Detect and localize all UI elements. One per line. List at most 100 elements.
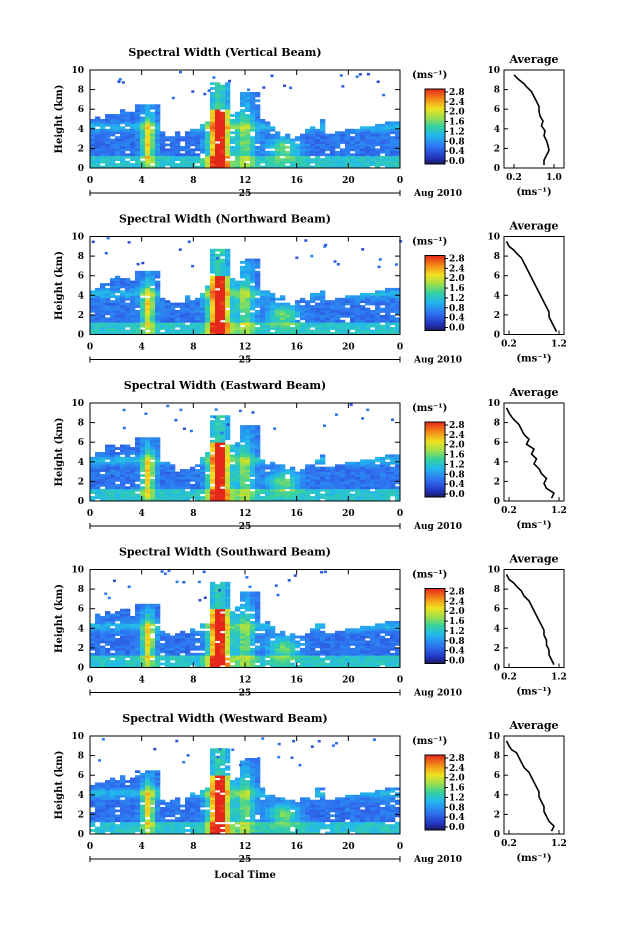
heatmap-cell	[130, 310, 136, 313]
heatmap-cell	[140, 119, 146, 122]
heatmap-cell	[220, 647, 226, 651]
heatmap-cell	[100, 138, 106, 142]
heatmap-cell	[360, 305, 366, 308]
heatmap-cell	[170, 471, 176, 475]
heatmap-cell	[350, 657, 356, 661]
heatmap-cell	[135, 643, 141, 646]
heatmap-cell	[145, 310, 151, 313]
heatmap-cell	[225, 643, 231, 646]
heatmap-cell	[220, 603, 226, 607]
heatmap-cell	[380, 329, 386, 333]
heatmap-cell	[115, 327, 121, 330]
heatmap-cell	[260, 640, 266, 644]
heatmap-cell	[180, 312, 186, 316]
heatmap-cell	[320, 635, 326, 639]
heatmap-cell	[220, 99, 226, 103]
heatmap-cell	[130, 633, 136, 636]
heatmap-cell	[265, 150, 271, 154]
heatmap-cell	[350, 655, 356, 659]
heatmap-cell	[220, 581, 226, 585]
heatmap-cell	[290, 319, 296, 323]
heatmap-cell	[385, 498, 391, 502]
heatmap-cell	[345, 665, 351, 668]
heatmap-cell	[180, 471, 186, 475]
heatmap-cell	[225, 425, 231, 428]
heatmap-cell	[210, 621, 216, 624]
heatmap-cell	[270, 153, 276, 157]
heatmap-cell	[215, 109, 221, 112]
heatmap-cell	[265, 474, 271, 477]
heatmap-cell	[135, 645, 141, 649]
heatmap-cell	[225, 111, 231, 115]
heatmap-cell	[225, 464, 231, 468]
heatmap-cell	[125, 322, 131, 326]
heatmap-cell	[110, 459, 116, 463]
heatmap-cell	[290, 498, 296, 502]
heatmap-cell	[220, 126, 226, 130]
heatmap-cell	[220, 302, 226, 306]
heatmap-cell	[210, 456, 216, 460]
heatmap-cell	[230, 625, 236, 629]
heatmap-cell	[255, 261, 261, 264]
heatmap-cell	[210, 655, 216, 659]
heatmap-cell	[130, 114, 136, 117]
avg-y-tick-label: 0	[494, 164, 500, 174]
heatmap-cell	[150, 329, 156, 333]
heatmap-cell	[270, 332, 276, 335]
heatmap-cell	[90, 324, 96, 328]
heatmap-cell	[100, 283, 106, 286]
heatmap-cell	[245, 165, 251, 169]
heatmap-cell	[105, 498, 111, 502]
heatmap-cell	[270, 498, 276, 502]
heatmap-cell	[115, 145, 121, 149]
avg-y-tick-label: 6	[494, 272, 500, 282]
heatmap-cell	[135, 630, 141, 634]
heatmap-cell	[210, 611, 216, 614]
heatmap-cell	[210, 464, 216, 468]
heatmap-cell	[220, 655, 226, 659]
heatmap-cell	[370, 625, 376, 629]
heatmap-cell	[235, 148, 241, 152]
heatmap-cell	[110, 616, 116, 619]
heatmap-cell	[325, 155, 331, 159]
heatmap-cell	[185, 638, 191, 641]
heatmap-cell	[325, 488, 331, 492]
heatmap-cell	[190, 469, 196, 472]
heatmap-cell	[355, 498, 361, 502]
heatmap-cell	[330, 327, 336, 330]
heatmap-cell	[215, 121, 221, 125]
heatmap-cell	[290, 150, 296, 154]
heatmap-cell	[180, 630, 186, 634]
heatmap-cell	[365, 628, 371, 632]
heatmap-cell	[230, 444, 236, 448]
heatmap-cell	[325, 491, 331, 494]
heatmap-cell	[350, 300, 356, 303]
heatmap-cell	[250, 442, 256, 445]
heatmap-cell	[265, 638, 271, 641]
heatmap-cell	[95, 307, 101, 311]
heatmap-cell	[100, 665, 106, 668]
heatmap-cell	[150, 662, 156, 666]
heatmap-cell	[175, 481, 181, 485]
heatmap-cell	[110, 319, 116, 323]
heatmap-cell	[300, 314, 306, 318]
heatmap-cell	[305, 635, 311, 639]
heatmap-cell	[130, 630, 136, 634]
heatmap-cell	[125, 466, 131, 470]
heatmap-cell	[150, 449, 156, 453]
x-tick-label: 0	[87, 176, 93, 186]
heatmap-cell	[275, 471, 281, 475]
heatmap-cell	[205, 461, 211, 465]
heatmap-cell	[250, 126, 256, 130]
heatmap-cell	[315, 305, 321, 308]
date-label: Aug 2010	[413, 522, 462, 532]
heatmap-cell	[130, 628, 136, 632]
heatmap-cell	[240, 261, 246, 264]
heatmap-cell	[145, 150, 151, 154]
heatmap-cell	[100, 464, 106, 468]
heatmap-cell	[150, 454, 156, 458]
heatmap-cell	[295, 657, 301, 661]
heatmap-cell	[155, 645, 161, 649]
heatmap-cell	[280, 491, 286, 494]
heatmap-cell	[160, 488, 166, 492]
